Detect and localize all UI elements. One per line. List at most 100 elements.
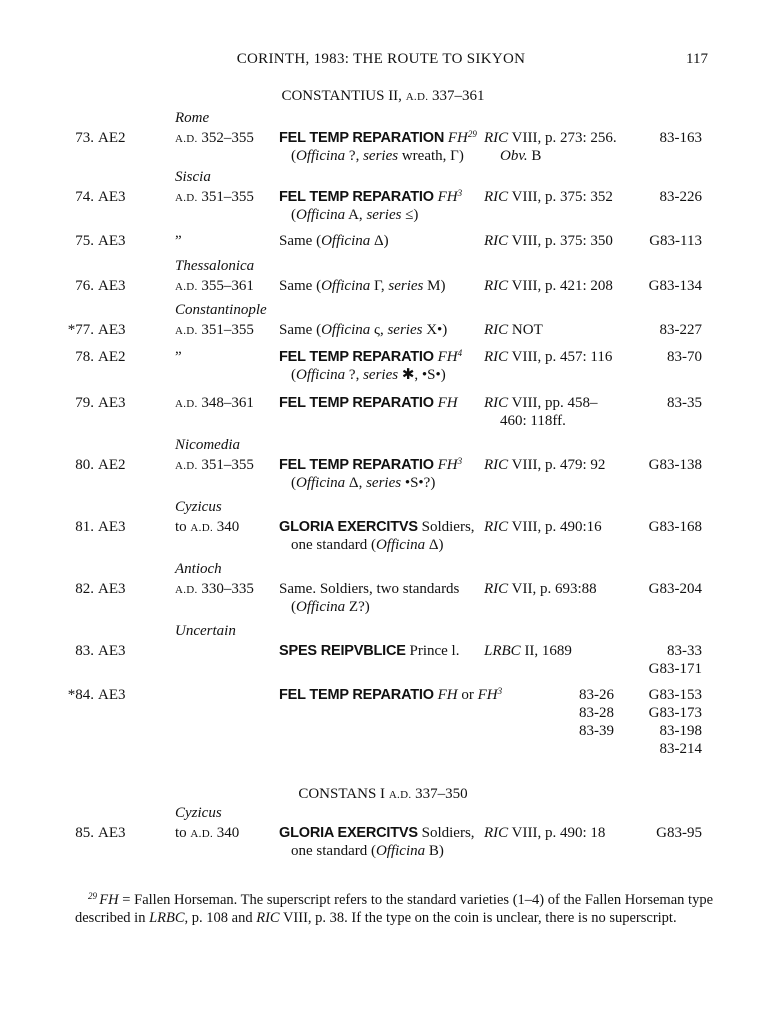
inventory-number: 83-198 [659,723,703,739]
denomination: AE3 [98,322,126,338]
mint-name: Uncertain [175,623,236,639]
denomination: AE3 [98,643,126,659]
text-run: A.D. [175,398,198,410]
text-run: FEL TEMP REPARATIO [279,687,434,703]
coin-type: FEL TEMP REPARATIO FH3 (Officina A, serie… [279,188,462,224]
inventory: G83-138 [649,456,702,474]
text-run: series [363,367,399,383]
denomination: AE3 [98,687,126,703]
text-run: RIC [484,519,509,535]
inventory: G83-95 [656,824,702,842]
text-run: RIC [484,130,509,146]
mint-name: Thessalonica [175,258,255,274]
entry-number: 83. [75,643,94,659]
denomination: AE3 [98,278,126,294]
text-run: FH [437,349,458,365]
reference-line: RIC VIII, p. 457: 116 [484,348,612,366]
type-line: GLORIA EXERCITVS Soldiers, [279,518,475,536]
reference-line: RIC VIII, p. 375: 350 [484,232,613,250]
text-run: VIII, pp. 458– [508,395,598,411]
text-run: NOT [508,322,543,338]
text-run: FH [447,130,468,146]
text-run: 29 [467,129,477,139]
text-run: series [366,207,402,223]
text-run: ς, [370,322,388,338]
type-line: FEL TEMP REPARATIO FH3 [279,188,462,206]
text-run: FH [437,189,458,205]
mint-name: Cyzicus [175,805,222,821]
text-run: Same ( [279,278,322,294]
coin-type: GLORIA EXERCITVS Soldiers, one standard (… [279,824,475,860]
inventory-number: 83-227 [659,322,703,338]
entry-number: 80. [75,457,94,473]
reference-line: RIC VII, p. 693:88 [484,580,597,598]
type-line: FEL TEMP REPARATIO FH or FH3 [279,686,502,704]
text-run: X•) [422,322,448,338]
text-run: FEL TEMP REPARATIO [279,189,434,205]
page-number: 117 [686,51,708,67]
mint-name: Siscia [175,169,211,185]
text-run: II, 1689 [520,643,572,659]
text-run: FEL TEMP REPARATIO [279,457,434,473]
inventory: G83-134 [649,277,702,295]
text-run: FH [437,687,458,703]
date-range: A.D. 355–361 [175,277,254,296]
text-run: FH [437,457,458,473]
text-run: FEL TEMP REPARATIO [279,349,434,365]
inventory: 83-35 [667,394,702,412]
text-run: 4 [457,348,463,358]
text-run: Officina [321,233,371,249]
text-run: series [366,475,402,491]
coin-type: FEL TEMP REPARATIO FH [279,394,458,412]
text-run: A.D. [175,281,198,293]
inventory-number: 83-39 [579,723,614,739]
denomination: AE3 [98,395,126,411]
text-run: wreath, Γ) [398,148,464,164]
section-title-constantius: CONSTANTIUS II, A.D. 337–361 [0,87,766,106]
type-line: one standard (Officina B) [279,842,475,860]
text-run: VIII, p. 490:16 [508,519,602,535]
text-run: VIII, p. 490: 18 [508,825,606,841]
text-run: 351–355 [197,457,254,473]
text-run: Soldiers, [417,825,475,841]
text-run: B) [425,843,444,859]
inventory-number: 83-26 [579,687,614,703]
inventory-number: 83-35 [667,395,702,411]
text-run: Same ( [279,322,322,338]
text-run: Z?) [345,599,370,615]
text-run: VIII, p. 375: 350 [508,233,613,249]
inventory-number: G83-113 [649,233,702,249]
inventory-number: G83-153 [648,687,702,703]
coin-type: FEL TEMP REPARATIO FH3 (Officina Δ, serie… [279,456,462,492]
text-run: ≤) [401,207,419,223]
text-run: Officina [296,599,346,615]
extra-inventory: 83-26 83-28 83-39 [579,686,614,740]
text-run: Soldiers, [417,519,475,535]
mint-name: Constantinople [175,302,267,318]
text-run: VII, p. 693:88 [508,581,597,597]
text-run: 351–355 [197,189,254,205]
inventory-number: 83-33 [667,643,702,659]
text-run: RIC [484,189,509,205]
reference-line: RIC VIII, pp. 458– [484,394,597,412]
text-run: series [387,322,423,338]
text-run: A.D. [175,133,198,145]
date-range: A.D. 330–335 [175,580,254,599]
inventory: G83-204 [649,580,702,598]
text-run: FH [437,395,458,411]
text-run: RIC [484,349,509,365]
text-run: 3 [457,188,463,198]
date-range: A.D. 348–361 [175,394,254,413]
text-run: VIII, p. 38. If the type on the coin is … [279,909,677,926]
inventory: 83-226 [660,188,703,206]
reference: RIC VIII, p. 421: 208 [484,277,613,295]
text-run: ?, [345,148,364,164]
text-run: 340 [213,519,240,535]
reference-line: Obv. B [484,147,617,165]
entry-number: 79. [75,395,94,411]
reference: RIC VIII, p. 273: 256. Obv. B [484,129,617,165]
text-run: ( [291,367,296,383]
type-line: one standard (Officina Δ) [279,536,475,554]
text-run: Prince l. [405,643,460,659]
text-run: LRBC [484,643,521,659]
